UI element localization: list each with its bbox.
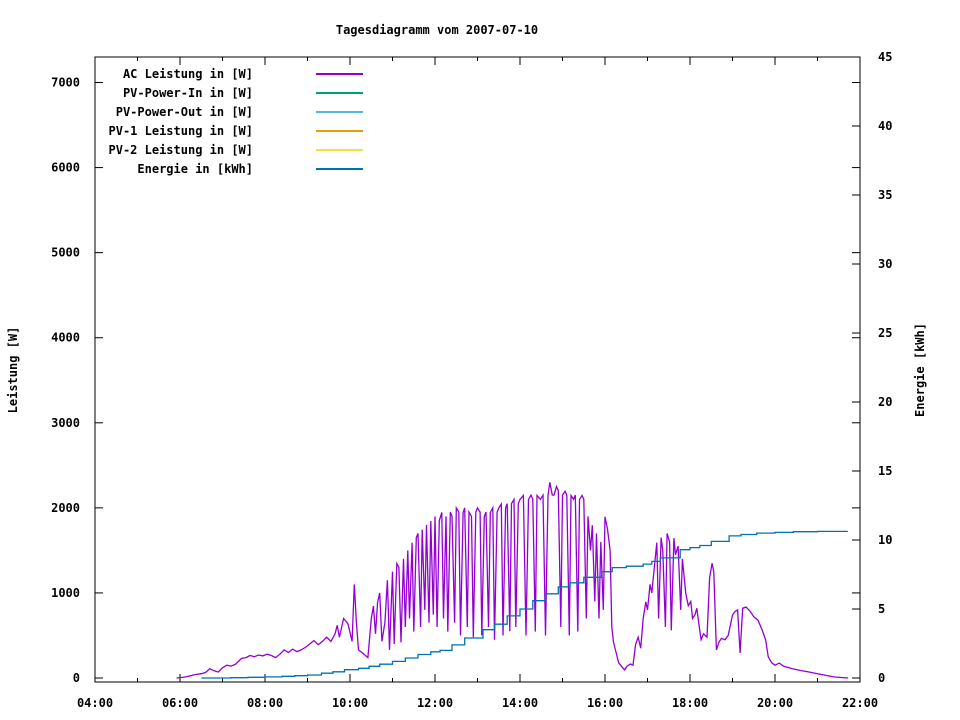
y-right-axis-label: Energie [kWh] [913,323,927,417]
y-right-tick-label: 25 [878,326,892,340]
legend-label: PV-1 Leistung in [W] [109,124,254,138]
series-ac-leistung-in-w [176,482,849,679]
y-left-tick-label: 0 [73,671,80,685]
y-right-tick-label: 5 [878,602,885,616]
y-right-tick-label: 40 [878,119,892,133]
x-tick-label: 16:00 [587,696,623,710]
y-left-tick-label: 4000 [51,331,80,345]
y-right-tick-label: 20 [878,395,892,409]
x-tick-label: 08:00 [247,696,283,710]
legend-label: PV-Power-Out in [W] [116,105,253,119]
x-tick-label: 20:00 [757,696,793,710]
y-right-tick-label: 0 [878,671,885,685]
x-tick-label: 12:00 [417,696,453,710]
legend-label: Energie in [kWh] [137,162,253,176]
y-left-tick-label: 1000 [51,586,80,600]
x-tick-label: 18:00 [672,696,708,710]
y-left-tick-label: 2000 [51,501,80,515]
x-tick-label: 22:00 [842,696,878,710]
y-right-tick-label: 45 [878,50,892,64]
y-right-tick-label: 35 [878,188,892,202]
y-left-axis-label: Leistung [W] [6,327,20,414]
legend-label: PV-Power-In in [W] [123,86,253,100]
x-tick-label: 10:00 [332,696,368,710]
y-left-tick-label: 6000 [51,161,80,175]
y-right-tick-label: 30 [878,257,892,271]
y-left-tick-label: 5000 [51,246,80,260]
y-right-tick-label: 15 [878,464,892,478]
x-tick-label: 04:00 [77,696,113,710]
x-tick-label: 06:00 [162,696,198,710]
legend-label: PV-2 Leistung in [W] [109,143,254,157]
y-left-tick-label: 7000 [51,76,80,90]
x-tick-label: 14:00 [502,696,538,710]
y-right-tick-label: 10 [878,533,892,547]
series-energie-in-kwh [201,530,848,679]
y-left-tick-label: 3000 [51,416,80,430]
legend-label: AC Leistung in [W] [123,67,253,81]
chart-title: Tagesdiagramm vom 2007-07-10 [335,23,539,37]
